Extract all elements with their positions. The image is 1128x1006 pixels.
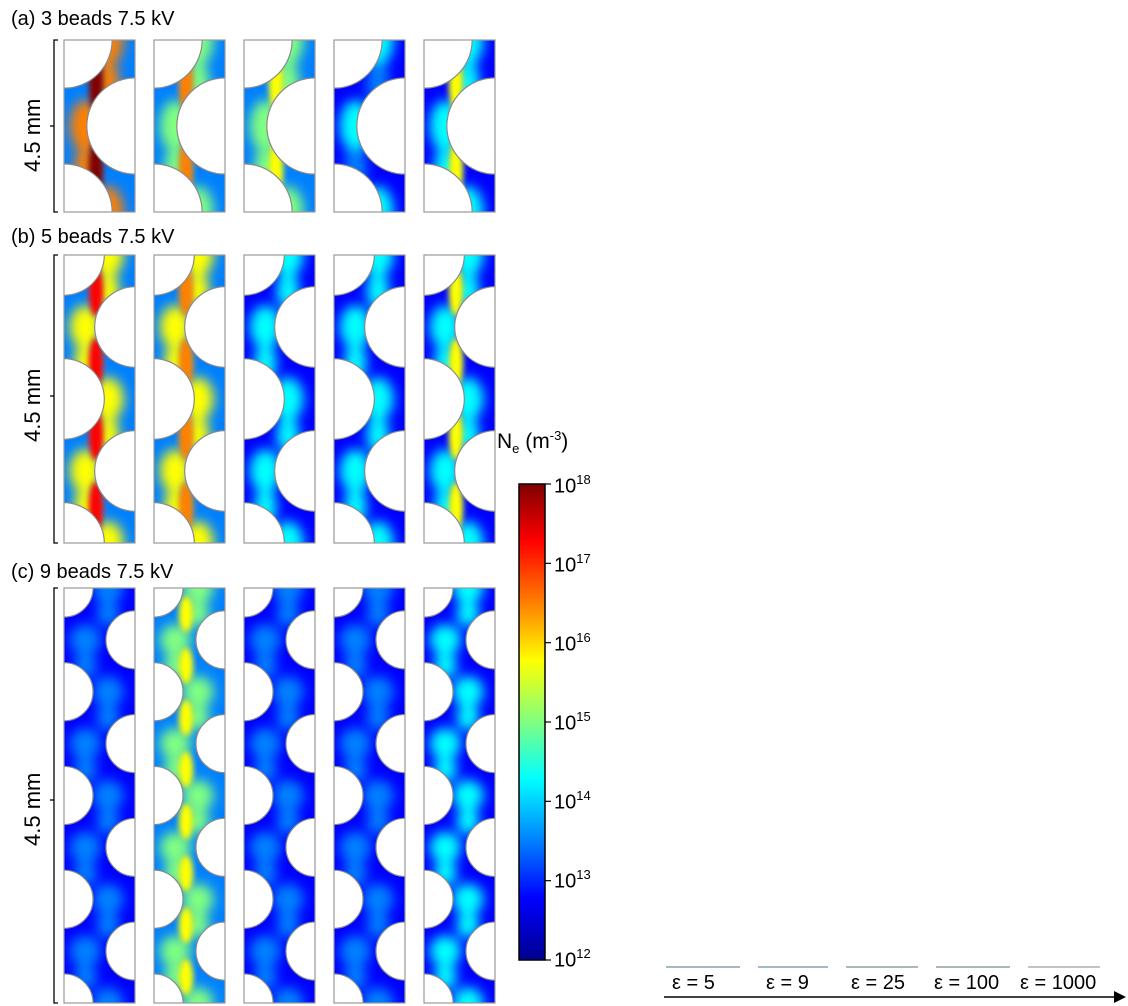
panel-c-title: (c) 9 beads 7.5 kV xyxy=(11,561,174,583)
panel-c-bracket xyxy=(50,587,58,1004)
epsilon-label-25: ε = 25 xyxy=(851,972,905,994)
colorbar-label-1e17: 1017 xyxy=(554,551,591,577)
arrowhead-icon xyxy=(1114,991,1126,1003)
map-a-2 xyxy=(153,39,226,213)
colorbar-label-1e14: 1014 xyxy=(554,788,591,814)
panel-b-bracket xyxy=(50,254,58,544)
epsilon-label-5: ε = 5 xyxy=(672,972,715,994)
map-a-4 xyxy=(333,39,406,213)
map-c-4 xyxy=(333,587,406,1004)
colorbar-title-main: N xyxy=(497,430,513,453)
colorbar-label-1e13: 1013 xyxy=(554,867,591,893)
panel-a-bracket xyxy=(50,39,58,213)
colorbar-label-1e15: 1015 xyxy=(554,709,591,735)
epsilon-label-100: ε = 100 xyxy=(934,972,1000,994)
map-a-3 xyxy=(243,39,316,213)
map-b-1 xyxy=(63,254,136,544)
map-b-5 xyxy=(423,254,496,544)
colorbar xyxy=(518,483,546,961)
colorbar-ticks xyxy=(545,483,551,961)
map-c-5 xyxy=(423,587,496,1004)
map-c-3 xyxy=(243,587,316,1004)
density-maps xyxy=(63,39,496,1004)
colorbar-title: Ne (m-3) xyxy=(497,428,568,456)
map-b-3 xyxy=(243,254,316,544)
colorbar-label-1e16: 1016 xyxy=(554,630,591,656)
map-b-4 xyxy=(333,254,406,544)
colorbar-label-1e18: 1018 xyxy=(554,472,591,498)
panel-b-title: (b) 5 beads 7.5 kV xyxy=(11,226,175,248)
colorbar-title-unit-exp: -3 xyxy=(549,428,562,443)
colorbar-title-unit: (m xyxy=(519,430,550,453)
map-c-2 xyxy=(153,587,226,1004)
colorbar-title-unit-close: ) xyxy=(561,430,569,453)
epsilon-label-1000: ε = 1000 xyxy=(1020,972,1097,994)
epsilon-label-9: ε = 9 xyxy=(766,972,809,994)
colorbar-label-1e12: 1012 xyxy=(554,946,591,972)
map-c-1 xyxy=(63,587,136,1004)
colorbar-title-sub: e xyxy=(512,441,520,457)
map-b-2 xyxy=(153,254,226,544)
map-a-5 xyxy=(423,39,496,213)
panel-a-title: (a) 3 beads 7.5 kV xyxy=(11,8,175,30)
map-a-1 xyxy=(63,39,136,213)
